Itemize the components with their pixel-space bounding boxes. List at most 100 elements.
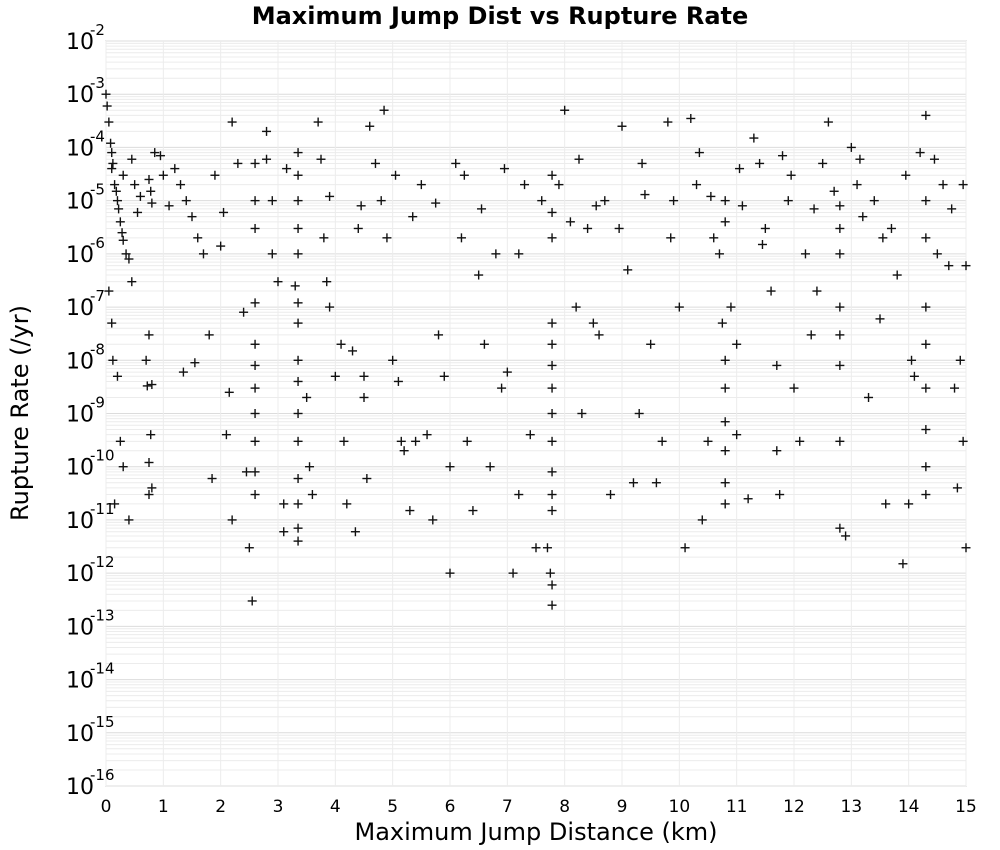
data-point [680, 543, 690, 553]
x-tick-label: 11 [726, 797, 748, 817]
data-point [411, 436, 421, 446]
data-point [348, 346, 358, 356]
data-point [907, 355, 917, 365]
data-point [279, 499, 289, 509]
data-point [591, 201, 601, 211]
data-point [190, 358, 200, 368]
data-point [379, 105, 389, 115]
y-tick-exponent: -13 [90, 606, 115, 624]
data-point [431, 198, 441, 208]
data-point [869, 196, 879, 206]
data-point [127, 277, 137, 287]
data-point [382, 233, 392, 243]
x-tick-label: 1 [158, 797, 169, 817]
data-point [121, 249, 131, 259]
data-point [878, 233, 888, 243]
data-point [720, 478, 730, 488]
data-point [657, 436, 667, 446]
data-point [164, 201, 174, 211]
data-point [118, 235, 128, 245]
data-point [110, 499, 120, 509]
data-point [623, 265, 633, 275]
data-point [451, 158, 461, 168]
data-point [127, 154, 137, 164]
y-tick-exponent: -6 [90, 234, 105, 252]
y-tick-exponent: -2 [90, 21, 105, 39]
data-point [181, 196, 191, 206]
data-point [112, 371, 122, 381]
data-point [547, 490, 557, 500]
data-point [766, 286, 776, 296]
data-point [118, 462, 128, 472]
data-point [279, 527, 289, 537]
data-point [875, 314, 885, 324]
data-point [339, 436, 349, 446]
data-point [342, 499, 352, 509]
data-point [737, 201, 747, 211]
data-point [239, 307, 249, 317]
data-point [445, 568, 455, 578]
data-point [330, 371, 340, 381]
data-point [115, 436, 125, 446]
data-point [720, 383, 730, 393]
data-point [909, 371, 919, 381]
data-point [789, 383, 799, 393]
data-point [365, 121, 375, 131]
data-point [336, 339, 346, 349]
data-point [547, 436, 557, 446]
data-point [135, 191, 145, 201]
data-point [350, 527, 360, 537]
data-point [835, 201, 845, 211]
data-point [864, 392, 874, 402]
data-point [250, 196, 260, 206]
data-point [102, 101, 112, 111]
data-point [594, 330, 604, 340]
data-point [531, 543, 541, 553]
data-point [267, 249, 277, 259]
data-point [445, 462, 455, 472]
data-point [262, 154, 272, 164]
data-point [293, 223, 303, 233]
data-point [806, 330, 816, 340]
data-point [399, 446, 409, 456]
data-point [133, 207, 143, 217]
data-point [855, 154, 865, 164]
chart-title: Maximum Jump Dist vs Rupture Rate [252, 2, 749, 30]
data-point [717, 318, 727, 328]
data-point [325, 191, 335, 201]
data-point [732, 339, 742, 349]
data-point [571, 302, 581, 312]
data-point [293, 298, 303, 308]
data-point [835, 330, 845, 340]
data-point [293, 196, 303, 206]
data-point [915, 148, 925, 158]
data-point [117, 228, 127, 238]
data-point [547, 360, 557, 370]
data-point [921, 302, 931, 312]
data-point [932, 249, 942, 259]
x-tick-labels: 0 1 2 3 4 5 6 7 8 9 10 11 12 13 14 15 [101, 797, 977, 817]
data-point [479, 339, 489, 349]
data-point [104, 286, 114, 296]
data-point [818, 158, 828, 168]
data-point [901, 170, 911, 180]
data-point [393, 376, 403, 386]
data-point [147, 483, 157, 493]
x-tick-label: 12 [783, 797, 805, 817]
data-point [547, 409, 557, 418]
data-point [547, 318, 557, 328]
data-point [459, 170, 469, 180]
data-point [462, 436, 472, 446]
data-point [267, 196, 277, 206]
data-point [396, 436, 406, 446]
data-point [600, 196, 610, 206]
x-tick-label: 14 [898, 797, 920, 817]
y-tick-label: 10 [66, 136, 94, 161]
y-tick-exponent: -5 [90, 181, 105, 199]
data-point [606, 490, 616, 500]
data-point [293, 318, 303, 328]
data-point [694, 148, 704, 158]
data-point [250, 158, 260, 168]
data-point [108, 355, 118, 365]
data-point [250, 298, 260, 308]
